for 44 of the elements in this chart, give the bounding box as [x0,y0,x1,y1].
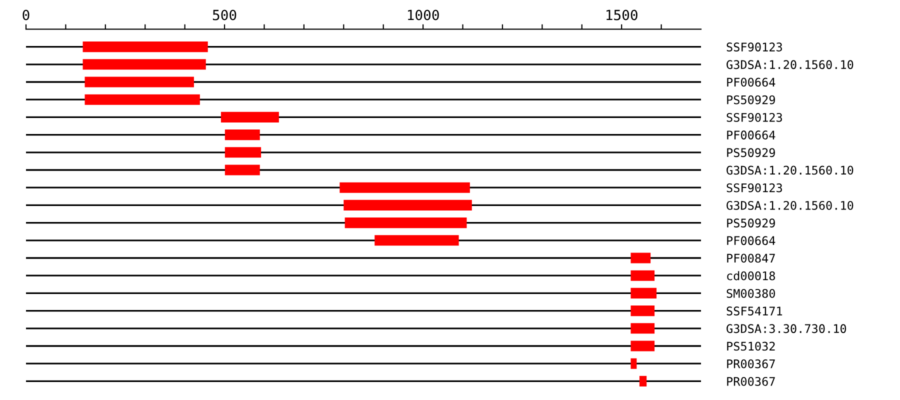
x-tick-label: 500 [212,10,236,20]
y-tick-label: PR00367 [727,376,775,386]
y-tick-label: PF00664 [727,130,776,140]
bar [630,358,637,369]
bar [82,59,206,70]
y-tick-label: PF00847 [727,254,775,263]
bar [630,270,655,281]
y-tick-label: G3DSA:1.20.1560.10 [726,200,854,210]
y-tick-label: PF00664 [727,78,776,87]
y-tick-label: PS50929 [727,218,775,228]
bar [84,94,200,105]
y-tick-label: PR00367 [727,359,775,368]
y-tick-label: cd00018 [727,271,775,280]
bar [344,218,467,228]
y-tick-label: SSF90123 [726,112,782,122]
bar [224,130,260,140]
bar [630,252,651,264]
bar [340,182,470,193]
bar [224,164,260,176]
y-tick-label: SSF90123 [726,42,782,52]
y-tick-label: PS51032 [727,342,775,351]
x-tick-label: 1500 [606,10,638,20]
y-tick-label: SM00380 [726,288,775,298]
bar [639,376,647,386]
x-tick-label: 0 [22,10,30,20]
bar [374,235,459,246]
bar [630,306,655,316]
bar [224,147,262,158]
y-tick-label: G3DSA:1.20.1560.10 [726,166,854,175]
bar [344,200,472,210]
y-tick-label: PF00664 [727,236,776,246]
bar [630,288,657,298]
bar [84,76,194,88]
bar [630,340,655,352]
y-tick-label: PS50929 [727,148,775,158]
x-tick-label: 1000 [408,10,439,20]
y-tick-label: PS50929 [727,95,775,104]
y-tick-label: G3DSA:1.20.1560.10 [726,60,854,70]
y-tick-label: G3DSA:3.30.730.10 [726,324,846,334]
bar [82,42,208,52]
bar [220,112,279,122]
bar [630,323,655,334]
y-tick-label: SSF54171 [726,306,782,316]
y-tick-label: SSF90123 [726,183,782,192]
